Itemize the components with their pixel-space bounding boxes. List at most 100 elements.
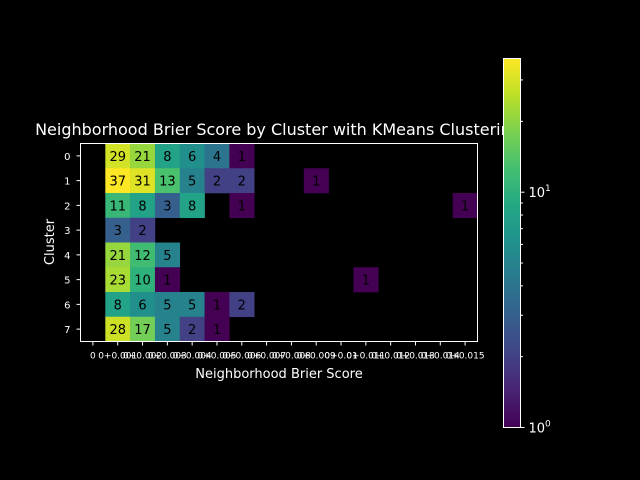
- heatmap-cell: [154, 292, 181, 318]
- cell-value-label: 8: [163, 150, 171, 165]
- heatmap-cell: [179, 143, 205, 169]
- heatmap-cell: [204, 292, 230, 318]
- y-tick-label: 5: [64, 276, 70, 287]
- y-tick-label: 3: [64, 226, 70, 237]
- cell-value-label: 23: [109, 274, 126, 289]
- cell-value-label: 29: [109, 150, 126, 165]
- heatmap-cell: [130, 193, 156, 219]
- x-tick-label: 0+0.014: [421, 352, 460, 362]
- y-axis-ticks: 0 1 2 3 4 5 6 7: [64, 152, 81, 336]
- heatmap-cell: [204, 143, 230, 169]
- colorbar-tick-label: 100: [529, 420, 552, 437]
- cell-value-label: 1: [163, 274, 171, 289]
- colorbar-frame: [503, 58, 521, 428]
- cell-value-label: 8: [114, 298, 122, 313]
- heatmap-cell: [179, 316, 205, 342]
- y-axis-label: Cluster: [43, 218, 58, 265]
- cell-value-label: 4: [213, 150, 221, 165]
- heatmap-cell: [154, 267, 181, 293]
- cell-value-label: 3: [163, 199, 171, 214]
- colorbar-gradient: [503, 58, 520, 427]
- cell-value-label: 6: [188, 150, 196, 165]
- cell-value-label: 2: [238, 175, 246, 190]
- heatmap-cell: [154, 168, 181, 194]
- x-tick-label: 0+0.003: [148, 352, 187, 362]
- heatmap-cell: [105, 143, 131, 169]
- cell-value-label: 8: [188, 199, 196, 214]
- cell-value-label: 6: [138, 298, 146, 313]
- cell-value-label: 28: [109, 323, 126, 338]
- cell-value-label: 2: [188, 323, 196, 338]
- cell-value-label: 37: [109, 175, 126, 190]
- cell-value-label: 10: [134, 274, 151, 289]
- heatmap-cell: [154, 316, 181, 342]
- cell-value-label: 5: [188, 175, 196, 190]
- heatmap-cell: [154, 193, 181, 219]
- y-tick-label: 1: [64, 177, 70, 188]
- y-tick-label: 4: [64, 251, 70, 262]
- y-tick-label: 6: [64, 300, 70, 311]
- y-tick-label: 0: [64, 152, 70, 163]
- heatmap-cell: [353, 267, 379, 293]
- heatmap-cell: [105, 193, 131, 219]
- heatmap-cell: [229, 292, 255, 318]
- heatmap-cell: [179, 193, 205, 219]
- heatmap-cell: [130, 292, 156, 318]
- cell-value-label: 5: [163, 249, 171, 264]
- x-tick-label: 0+0.015: [446, 352, 485, 362]
- heatmap-cell: [154, 143, 181, 169]
- cell-value-label: 13: [159, 175, 176, 190]
- heatmap-cell: [130, 267, 156, 293]
- colorbar: 100 101: [503, 58, 551, 437]
- heatmap-cell: [204, 168, 230, 194]
- heatmap-cell: [229, 143, 255, 169]
- heatmap-cell: [105, 217, 131, 243]
- colorbar-ticks: 100 101: [520, 79, 552, 437]
- cell-value-label: 2: [138, 224, 146, 239]
- cell-value-label: 21: [134, 150, 151, 165]
- x-tick-label: 0+0.001: [98, 352, 137, 362]
- cell-value-label: 5: [163, 298, 171, 313]
- x-tick-label: 0+0.012: [371, 352, 410, 362]
- heatmap-cells: 29 21 8 6 4 137 31 13 5 2 2 111 8 3 8 1 13 221 12 523 10 1 18 6…: [105, 143, 478, 342]
- cell-value-label: 1: [312, 175, 320, 190]
- x-tick-label: 0+0.006: [222, 352, 261, 362]
- cell-value-label: 3: [114, 224, 122, 239]
- cell-value-label: 1: [238, 150, 246, 165]
- cell-value-label: 1: [238, 199, 246, 214]
- cell-value-label: 2: [213, 175, 221, 190]
- heatmap-cell: [130, 143, 156, 169]
- cell-value-label: 1: [461, 199, 469, 214]
- cell-value-label: 2: [238, 298, 246, 313]
- heatmap-cell: [303, 168, 329, 194]
- heatmap-cell: [204, 316, 230, 342]
- x-axis-ticks: 0 0+0.0010+0.0020+0.0030+0.0040+0.0050+0.…: [90, 341, 485, 362]
- x-tick-label: 0+0.002: [123, 352, 162, 362]
- cell-value-label: 31: [134, 175, 151, 190]
- heatmap-cell: [229, 193, 255, 219]
- cell-value-label: 1: [362, 274, 370, 289]
- x-tick-label: 0+0.005: [197, 352, 236, 362]
- heatmap-cell: [130, 242, 156, 268]
- plot-frame: [80, 143, 478, 342]
- cell-value-label: 17: [134, 323, 151, 338]
- x-axis-label: Neighborhood Brier Score: [195, 367, 362, 382]
- x-tick-label: 0+0.01: [324, 352, 357, 362]
- x-tick-label: 0+0.013: [396, 352, 435, 362]
- heatmap-cell: [130, 168, 156, 194]
- x-tick-label: 0+0.008: [272, 352, 311, 362]
- y-tick-label: 2: [64, 201, 70, 212]
- x-tick-label: 0+0.011: [346, 352, 385, 362]
- heatmap-cell: [105, 168, 131, 194]
- cell-value-label: 12: [134, 249, 151, 264]
- cell-value-label: 5: [163, 323, 171, 338]
- heatmap-cell: [154, 242, 181, 268]
- heatmap-cell: [105, 316, 131, 342]
- heatmap-cell: [105, 242, 131, 268]
- x-tick-label: 0: [90, 352, 96, 362]
- heatmap-cell: [130, 217, 156, 243]
- heatmap-cell: [229, 168, 255, 194]
- heatmap-cell: [179, 168, 205, 194]
- heatmap-cell: [179, 292, 205, 318]
